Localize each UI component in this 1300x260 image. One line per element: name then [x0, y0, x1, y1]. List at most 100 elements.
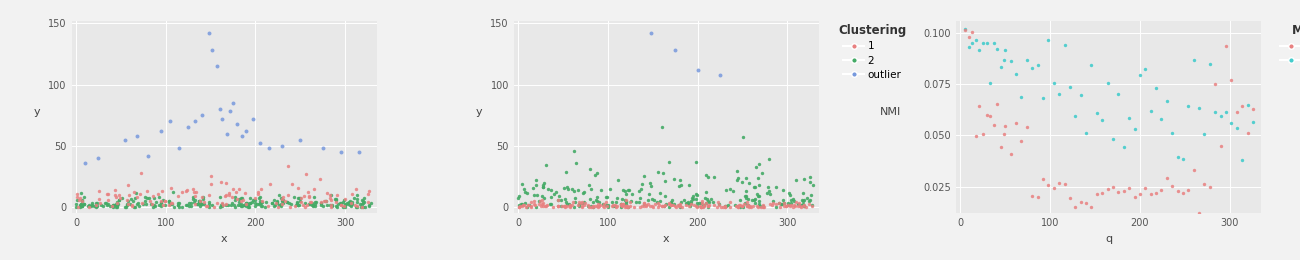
Point	[650, 199, 671, 204]
Point	[800, 202, 820, 206]
Point	[300, 200, 321, 204]
Point	[181, 204, 202, 208]
Point	[541, 202, 562, 206]
Point	[247, 192, 268, 196]
Point	[202, 174, 222, 178]
Point	[533, 201, 554, 205]
Point	[697, 175, 718, 179]
Point	[299, 194, 320, 198]
Point	[530, 204, 551, 208]
Point	[625, 200, 646, 204]
Point	[556, 185, 577, 189]
Point	[740, 205, 760, 209]
Point	[268, 205, 289, 209]
Point	[151, 200, 172, 204]
Point	[662, 203, 683, 207]
Point	[1238, 131, 1258, 135]
Point	[629, 196, 650, 200]
Point	[250, 199, 270, 203]
Point	[72, 191, 92, 196]
Point	[800, 175, 820, 179]
Point	[747, 192, 768, 196]
Point	[82, 203, 103, 207]
Point	[547, 204, 568, 208]
Point	[980, 81, 1001, 85]
Point	[250, 201, 270, 205]
Point	[124, 205, 144, 209]
Point	[573, 203, 594, 207]
Point	[759, 192, 780, 196]
Point	[1011, 95, 1032, 99]
Point	[741, 198, 762, 202]
Point	[239, 204, 260, 209]
Point	[737, 204, 758, 208]
Point	[358, 200, 378, 204]
Point	[560, 205, 581, 209]
Point	[541, 195, 562, 199]
Point	[671, 205, 692, 209]
Point	[204, 205, 225, 209]
Point	[230, 196, 251, 200]
Point	[103, 203, 124, 207]
Point	[1037, 37, 1058, 42]
Point	[335, 197, 356, 202]
Point	[519, 203, 540, 207]
Point	[98, 202, 118, 206]
Point	[668, 203, 689, 207]
Point	[615, 190, 636, 194]
Point	[264, 203, 285, 207]
Point	[693, 205, 714, 209]
Point	[286, 203, 307, 207]
Point	[92, 204, 113, 209]
Point	[330, 203, 351, 207]
Point	[582, 205, 603, 209]
Point	[182, 195, 203, 199]
Point	[347, 204, 368, 209]
Point	[575, 201, 595, 205]
Point	[100, 204, 121, 208]
Point	[749, 162, 770, 166]
Point	[745, 185, 766, 189]
Point	[654, 204, 675, 208]
Point	[248, 196, 269, 200]
Point	[550, 204, 571, 208]
Point	[537, 203, 558, 207]
Point	[578, 205, 599, 209]
Point	[237, 202, 257, 206]
Point	[580, 167, 601, 171]
Point	[255, 205, 276, 209]
Point	[160, 119, 181, 123]
Point	[294, 194, 315, 198]
Point	[645, 202, 666, 206]
Point	[320, 203, 341, 207]
Point	[1070, 93, 1091, 97]
Point	[347, 205, 368, 209]
Point	[573, 200, 594, 204]
Point	[146, 200, 166, 204]
Point	[168, 203, 188, 207]
Point	[190, 199, 211, 203]
Point	[555, 205, 576, 209]
Point	[172, 205, 192, 209]
Point	[251, 199, 272, 204]
Point	[169, 205, 190, 209]
Point	[303, 204, 324, 209]
Point	[616, 204, 637, 208]
Point	[615, 204, 636, 209]
Point	[272, 202, 292, 206]
Point	[649, 203, 670, 207]
Point	[150, 204, 170, 208]
Point	[1075, 201, 1096, 205]
Point	[749, 183, 770, 187]
Point	[792, 204, 812, 209]
Point	[1092, 118, 1113, 122]
Point	[540, 202, 560, 206]
Point	[715, 205, 736, 209]
Point	[252, 200, 273, 204]
Point	[696, 201, 716, 205]
Point	[321, 205, 342, 209]
Point	[689, 201, 710, 205]
Point	[325, 200, 346, 204]
Point	[632, 204, 653, 209]
Point	[777, 203, 798, 207]
